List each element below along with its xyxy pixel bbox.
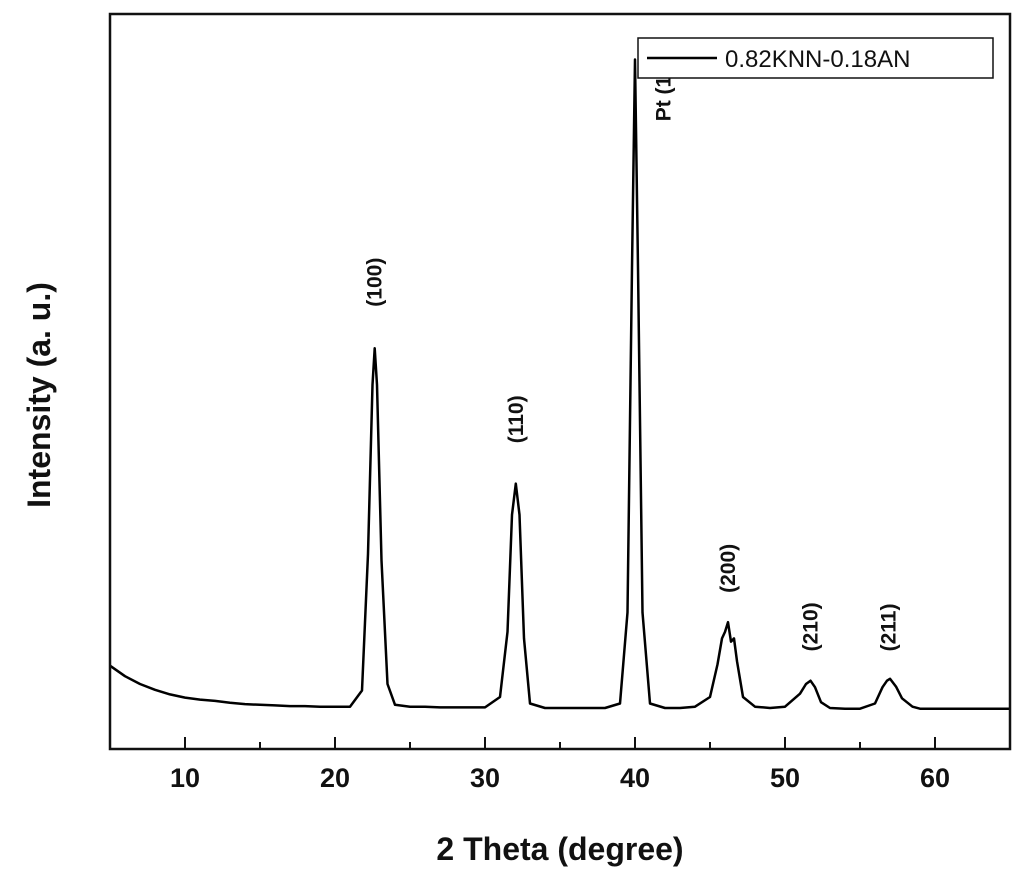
- legend-label: 0.82KNN-0.18AN: [725, 46, 910, 73]
- x-tick-label-60: 60: [920, 763, 950, 793]
- y-axis-label: Intensity (a. u.): [21, 282, 57, 508]
- x-tick-label-50: 50: [770, 763, 800, 793]
- x-axis-label: 2 Theta (degree): [436, 831, 683, 867]
- peak-label-1: (110): [505, 395, 528, 443]
- series-line-0: [109, 58, 1010, 710]
- x-tick-label-20: 20: [320, 763, 350, 793]
- x-axis-ticks: 10 20 30 40 50 60: [109, 737, 1011, 793]
- peak-label-5: (211): [878, 604, 901, 652]
- x-tick-label-30: 30: [470, 763, 500, 793]
- peak-label-3: (200): [717, 544, 740, 593]
- x-tick-label-40: 40: [620, 763, 650, 793]
- peak-annotations: (100)(110)Pt (111)(200)(210) (211): [364, 48, 901, 652]
- peak-label-4: (210): [800, 602, 823, 651]
- legend: 0.82KNN-0.18AN: [637, 37, 994, 79]
- plot-frame: [108, 12, 1012, 751]
- peak-label-0: (100): [364, 258, 387, 307]
- x-tick-label-10: 10: [170, 763, 200, 793]
- data-layer: [109, 58, 1010, 710]
